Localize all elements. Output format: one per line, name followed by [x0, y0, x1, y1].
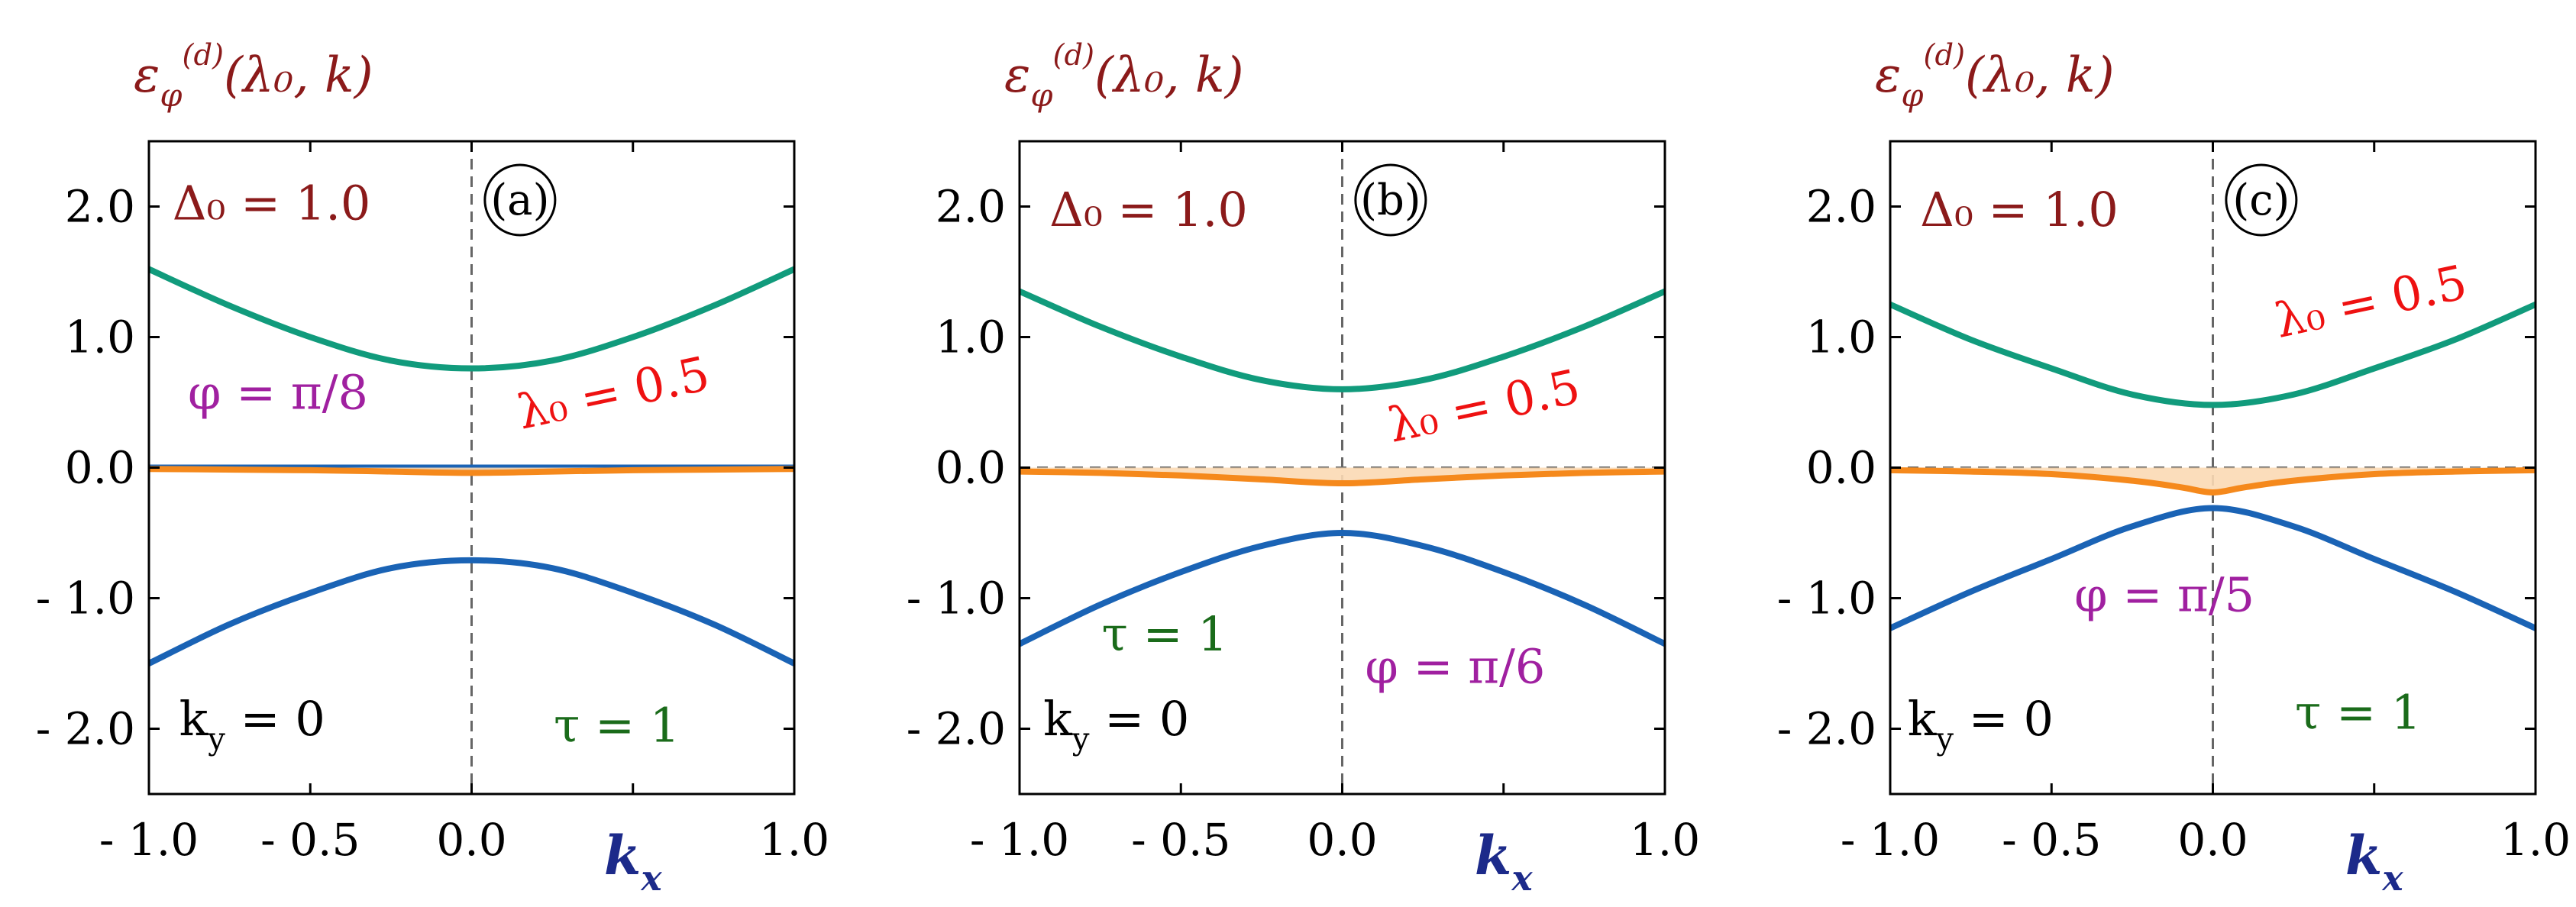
annotation: Δ₀ = 1.0: [1049, 182, 1248, 237]
series-0-line: [1890, 301, 2536, 408]
x-tick-label: - 0.5: [2002, 814, 2101, 866]
annotation: τ = 1: [554, 698, 680, 754]
x-tick-label: 0.0: [436, 814, 506, 866]
y-axis-label: εφ(d)(λ₀, k): [1004, 38, 1244, 114]
annotation: λ₀ = 0.5: [2270, 254, 2471, 349]
annotation: τ = 1: [1102, 606, 1228, 662]
y-tick-label: - 1.0: [36, 573, 135, 625]
annotation: Δ₀ = 1.0: [173, 176, 371, 231]
annotation: φ = π/6: [1365, 639, 1545, 695]
x-tick-label: - 0.5: [1131, 814, 1230, 866]
y-tick-label: 2.0: [1806, 181, 1876, 233]
series-1-line: [1890, 466, 2536, 495]
y-tick-label: 0.0: [65, 442, 135, 494]
annotation: φ = π/8: [188, 365, 368, 421]
x-axis-label: kx: [1475, 824, 1534, 899]
x-tick-label: - 1.0: [99, 814, 199, 866]
y-tick-label: - 2.0: [907, 703, 1006, 755]
y-tick-label: - 2.0: [36, 703, 135, 755]
y-tick-label: - 1.0: [1777, 573, 1876, 625]
panel-label: (a): [490, 176, 549, 225]
series-1-line: [1020, 468, 1665, 487]
plot-area: [1890, 141, 2536, 794]
panel-label-circle: [1354, 163, 1427, 237]
x-tick-label: - 1.0: [1841, 814, 1940, 866]
panel-label-circle: [483, 163, 557, 237]
panel-label: (c): [2232, 176, 2290, 225]
annotation: Δ₀ = 1.0: [1920, 182, 2119, 237]
y-tick-label: 0.0: [936, 442, 1006, 494]
x-tick-label: 1.0: [759, 814, 829, 866]
x-tick-label: 0.0: [2177, 814, 2248, 866]
x-tick-label: - 1.0: [970, 814, 1069, 866]
y-tick-label: 1.0: [1806, 311, 1876, 363]
annotation: λ₀ = 0.5: [512, 345, 714, 440]
annotation: ky = 0: [179, 691, 325, 757]
annotation: τ = 1: [2295, 685, 2421, 741]
x-tick-label: - 0.5: [260, 814, 360, 866]
panel-label: (b): [1360, 176, 1421, 225]
y-axis-label: εφ(d)(λ₀, k): [134, 38, 373, 114]
y-tick-label: 2.0: [65, 181, 135, 233]
y-tick-label: 2.0: [936, 181, 1006, 233]
annotation: ky = 0: [1043, 691, 1189, 757]
y-axis-label: εφ(d)(λ₀, k): [1875, 38, 2115, 114]
series-2-line: [1020, 530, 1665, 647]
series-1-fill: [1020, 467, 1665, 484]
annotation: ky = 0: [1908, 691, 2054, 757]
plot-area: [1020, 141, 1665, 794]
y-tick-label: - 1.0: [907, 573, 1006, 625]
series-2-line: [149, 466, 794, 476]
x-tick-label: 1.0: [1630, 814, 1700, 866]
series-2-line: [1890, 505, 2536, 631]
x-tick-label: 1.0: [2500, 814, 2571, 866]
panel-c: - 1.0 - 0.5 0.0 1.0 2.0 1.0 0.0 - 1.0 - 2.0 εφ(d)…: [1777, 38, 2571, 899]
panel-label-circle: [2225, 163, 2298, 237]
series-0-line: [1020, 288, 1665, 392]
y-tick-label: 1.0: [65, 311, 135, 363]
x-axis-label: kx: [2345, 824, 2404, 899]
annotation: φ = π/5: [2074, 567, 2254, 623]
y-tick-label: 1.0: [936, 311, 1006, 363]
annotation: λ₀ = 0.5: [1383, 358, 1585, 453]
x-tick-label: 0.0: [1307, 814, 1377, 866]
y-tick-label: 0.0: [1806, 442, 1876, 494]
series-3-line: [149, 557, 794, 667]
x-axis-label: kx: [604, 824, 663, 899]
series-0-line: [149, 266, 794, 372]
panel-b: - 1.0 - 0.5 0.0 1.0 2.0 1.0 0.0 - 1.0 - 2.0 εφ(d)…: [907, 38, 1700, 899]
y-tick-label: - 2.0: [1777, 703, 1876, 755]
panel-a: - 1.0 - 0.5 0.0 1.0 2.0 1.0 0.0 - 1.0 - 2.0 εφ(d)…: [36, 38, 829, 899]
plot-area: [149, 141, 794, 794]
